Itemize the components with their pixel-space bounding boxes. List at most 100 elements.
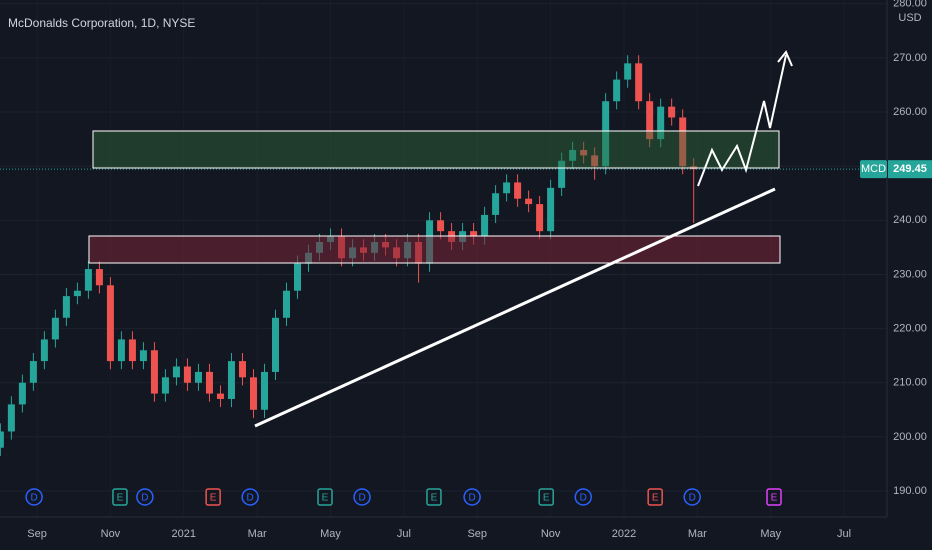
event-marker bbox=[683, 488, 701, 506]
event-marker bbox=[574, 488, 593, 506]
x-tick-label: May bbox=[760, 528, 781, 540]
x-tick-label: Sep bbox=[467, 528, 487, 540]
candle-body bbox=[602, 101, 610, 167]
event-marker bbox=[426, 488, 442, 506]
candle-body bbox=[117, 339, 125, 362]
y-tick-label: 260.00 bbox=[893, 106, 927, 118]
x-tick-label: Nov bbox=[101, 528, 121, 540]
event-marker bbox=[112, 488, 128, 506]
candle-body bbox=[0, 431, 4, 448]
event-label: E bbox=[543, 493, 550, 504]
candle-body bbox=[668, 106, 676, 118]
x-tick-label: Jul bbox=[837, 528, 851, 540]
price-badge bbox=[888, 160, 932, 179]
candle-body bbox=[679, 117, 687, 167]
projection-arrowhead bbox=[777, 50, 793, 67]
candle-body bbox=[40, 339, 48, 362]
last-price-label: 249.45 bbox=[893, 163, 927, 175]
event-marker bbox=[317, 488, 333, 506]
candle-body bbox=[547, 187, 555, 232]
event-label: D bbox=[30, 493, 37, 504]
event-marker bbox=[538, 488, 554, 506]
candle-body bbox=[139, 350, 147, 362]
supply-zone bbox=[92, 130, 780, 169]
candle-body bbox=[51, 317, 59, 340]
candle-body bbox=[635, 63, 643, 102]
event-label: E bbox=[652, 493, 659, 504]
event-label: E bbox=[431, 493, 438, 504]
event-label: E bbox=[117, 493, 124, 504]
y-tick-label: 220.00 bbox=[893, 323, 927, 335]
candle-body bbox=[150, 350, 158, 394]
event-label: E bbox=[771, 493, 778, 504]
candle-body bbox=[238, 361, 246, 378]
x-tick-label: 2022 bbox=[612, 528, 636, 540]
candle-body bbox=[657, 106, 665, 140]
candle-body bbox=[481, 214, 489, 237]
candle-body bbox=[84, 269, 92, 291]
symbol-label: MCD bbox=[861, 163, 886, 175]
candle-body bbox=[249, 377, 257, 410]
candle-body bbox=[260, 371, 268, 410]
x-tick-label: Nov bbox=[541, 528, 561, 540]
x-tick-label: May bbox=[320, 528, 341, 540]
candle-body bbox=[95, 269, 103, 286]
event-marker bbox=[136, 488, 154, 506]
demand-zone bbox=[88, 235, 781, 264]
candle-body bbox=[646, 101, 654, 140]
candle-body bbox=[624, 63, 632, 80]
event-marker bbox=[647, 488, 663, 506]
candle-body bbox=[591, 155, 599, 167]
candle-body bbox=[227, 361, 235, 399]
candle-body bbox=[613, 79, 621, 102]
symbol-badge bbox=[860, 160, 887, 179]
chart-title: McDonalds Corporation, 1D, NYSE bbox=[8, 16, 195, 30]
y-tick-label: 270.00 bbox=[893, 52, 927, 64]
candle-body bbox=[558, 160, 566, 188]
projection-path bbox=[697, 54, 787, 187]
candle-body bbox=[205, 371, 213, 394]
candle-body bbox=[128, 339, 136, 362]
event-marker bbox=[463, 488, 481, 506]
x-tick-label: 2021 bbox=[172, 528, 196, 540]
candle-body bbox=[62, 296, 70, 318]
x-tick-label: Sep bbox=[27, 528, 47, 540]
candle-body bbox=[106, 285, 114, 362]
candle-body bbox=[492, 193, 500, 215]
event-label: D bbox=[580, 493, 587, 504]
candle-body bbox=[536, 204, 544, 232]
event-label: D bbox=[141, 493, 148, 504]
x-tick-label: Jul bbox=[397, 528, 411, 540]
currency-label: USD bbox=[898, 12, 921, 24]
y-tick-label: 280.00 bbox=[893, 0, 927, 10]
candle-body bbox=[29, 361, 37, 383]
candle-body bbox=[216, 393, 224, 399]
event-marker bbox=[205, 488, 221, 506]
candle-body bbox=[580, 149, 588, 156]
event-marker bbox=[25, 488, 43, 506]
candle-body bbox=[271, 317, 279, 372]
event-label: E bbox=[210, 493, 217, 504]
candle-body bbox=[7, 404, 15, 432]
x-tick-label: Mar bbox=[688, 528, 707, 540]
candle-body bbox=[73, 290, 81, 297]
event-label: D bbox=[689, 493, 696, 504]
candle-body bbox=[282, 290, 290, 318]
candle-body bbox=[470, 231, 478, 237]
candle-body bbox=[161, 377, 169, 394]
candle-body bbox=[514, 182, 522, 199]
event-marker bbox=[766, 488, 782, 506]
candle-body bbox=[294, 263, 302, 291]
candle-body bbox=[172, 366, 180, 378]
candle-body bbox=[18, 382, 26, 405]
y-tick-label: 210.00 bbox=[893, 377, 927, 389]
candle-body bbox=[194, 371, 202, 383]
event-label: D bbox=[358, 493, 365, 504]
y-tick-label: 230.00 bbox=[893, 268, 927, 280]
candle-body bbox=[569, 149, 577, 161]
candle-body bbox=[503, 182, 511, 194]
y-tick-label: 240.00 bbox=[893, 214, 927, 226]
event-label: D bbox=[468, 493, 475, 504]
